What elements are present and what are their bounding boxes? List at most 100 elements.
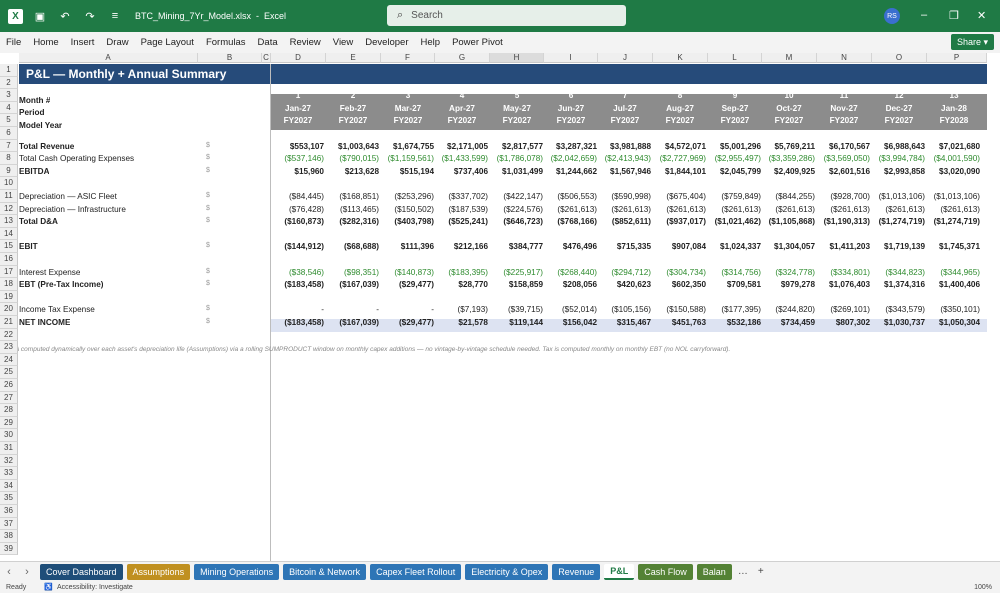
value-cell[interactable]: ($1,786,078) <box>496 154 543 164</box>
periods-cell[interactable]: Mar-27 <box>394 103 422 113</box>
row-header[interactable]: 39 <box>0 542 18 556</box>
value-cell[interactable]: ($3,994,784) <box>878 154 925 164</box>
row-header[interactable]: 17 <box>0 265 18 279</box>
value-cell[interactable]: $709,581 <box>726 280 761 290</box>
column-header-f[interactable]: F <box>381 53 435 63</box>
line-label[interactable]: Total D&A <box>19 217 58 227</box>
value-cell[interactable]: ($1,159,561) <box>387 154 434 164</box>
model-years-cell[interactable]: FY2027 <box>774 116 804 126</box>
value-cell[interactable]: ($225,917) <box>503 267 543 277</box>
value-cell[interactable]: ($261,613) <box>775 204 815 214</box>
column-header-a[interactable]: A <box>19 53 198 63</box>
value-cell[interactable]: ($2,413,943) <box>604 154 651 164</box>
row-header[interactable]: 25 <box>0 366 18 379</box>
value-cell[interactable]: $2,817,577 <box>502 141 543 151</box>
value-cell[interactable]: ($269,101) <box>830 305 870 315</box>
row-header[interactable]: 15 <box>0 240 18 253</box>
value-cell[interactable]: $1,030,737 <box>884 318 925 327</box>
value-cell[interactable]: $2,045,799 <box>720 166 761 176</box>
value-cell[interactable]: ($261,613) <box>940 204 980 214</box>
row-header[interactable]: 32 <box>0 454 18 468</box>
value-cell[interactable]: $1,719,139 <box>884 242 925 252</box>
value-cell[interactable]: ($98,351) <box>343 267 379 277</box>
value-cell[interactable]: ($344,823) <box>885 267 925 277</box>
close-button[interactable]: ✕ <box>977 10 987 22</box>
months-cell[interactable]: 1 <box>295 91 301 101</box>
value-cell[interactable]: ($160,873) <box>284 217 324 227</box>
line-label[interactable]: Total Revenue <box>19 141 75 151</box>
value-cell[interactable]: $5,769,211 <box>774 141 815 151</box>
column-header-k[interactable]: K <box>653 53 708 63</box>
value-cell[interactable]: $1,567,946 <box>610 166 651 176</box>
avatar[interactable]: RS <box>884 8 900 24</box>
model-years-cell[interactable]: FY2027 <box>829 116 859 126</box>
line-label[interactable]: Income Tax Expense <box>19 305 95 315</box>
value-cell[interactable]: ($2,042,659) <box>550 154 597 164</box>
row-header[interactable]: 26 <box>0 379 18 392</box>
value-cell[interactable]: ($29,477) <box>398 318 434 327</box>
value-cell[interactable]: ($1,013,106) <box>878 192 925 201</box>
value-cell[interactable]: ($928,700) <box>830 192 870 201</box>
value-cell[interactable]: ($403,798) <box>394 217 434 227</box>
column-header-n[interactable]: N <box>817 53 872 63</box>
share-button[interactable]: Share ▾ <box>950 34 994 50</box>
row-header[interactable]: 7 <box>0 139 18 153</box>
add-sheet-button[interactable]: + <box>757 566 764 577</box>
months-cell[interactable]: 10 <box>784 91 794 101</box>
line-label[interactable]: EBITDA <box>19 166 50 176</box>
line-label[interactable]: EBT (Pre-Tax Income) <box>19 280 104 290</box>
value-cell[interactable]: $384,777 <box>508 242 543 252</box>
value-cell[interactable]: $213,628 <box>344 166 379 176</box>
row-header[interactable]: 37 <box>0 517 18 531</box>
row-header[interactable]: 23 <box>0 341 18 354</box>
value-cell[interactable]: $1,003,643 <box>338 141 379 151</box>
value-cell[interactable]: ($261,613) <box>885 204 925 214</box>
column-header-i[interactable]: I <box>544 53 598 63</box>
value-cell[interactable]: $7,021,680 <box>939 141 980 151</box>
value-cell[interactable]: ($1,021,462) <box>714 217 761 227</box>
value-cell[interactable]: $4,572,071 <box>665 141 706 151</box>
row-header[interactable]: 18 <box>0 278 18 291</box>
column-header-b[interactable]: B <box>198 53 262 63</box>
column-header-c[interactable]: C <box>262 53 271 63</box>
column-header-j[interactable]: J <box>598 53 653 63</box>
value-cell[interactable]: ($1,105,868) <box>768 217 815 227</box>
value-cell[interactable]: $532,186 <box>726 318 761 327</box>
menu-item-data[interactable]: Data <box>257 37 278 48</box>
months-cell[interactable]: 2 <box>350 91 356 101</box>
value-cell[interactable]: ($39,715) <box>507 305 543 315</box>
customize-toolbar-icon[interactable]: ≡ <box>111 10 119 22</box>
tab-cash-flow[interactable]: Cash Flow <box>638 563 693 580</box>
periods-cell[interactable]: Apr-27 <box>449 103 475 113</box>
row-header[interactable]: 33 <box>0 467 18 480</box>
column-header-h[interactable]: H <box>490 53 544 63</box>
months-cell[interactable]: 7 <box>622 91 628 101</box>
tab-prev-button[interactable]: ‹ <box>7 565 11 578</box>
value-cell[interactable]: ($183,395) <box>448 267 488 277</box>
value-cell[interactable]: ($1,190,313) <box>823 217 870 227</box>
value-cell[interactable]: $907,084 <box>671 242 706 252</box>
periods-cell[interactable]: Dec-27 <box>885 103 913 113</box>
column-header-d[interactable]: D <box>271 53 326 63</box>
value-cell[interactable]: ($759,849) <box>721 192 761 201</box>
tab-revenue[interactable]: Revenue <box>552 563 601 580</box>
value-cell[interactable]: ($937,017) <box>666 217 706 227</box>
value-cell[interactable]: $208,056 <box>562 280 597 290</box>
value-cell[interactable]: ($2,955,497) <box>714 154 761 164</box>
model-years-cell[interactable]: FY2027 <box>502 116 532 126</box>
row-header[interactable]: 10 <box>0 177 18 190</box>
row-header[interactable]: 3 <box>0 89 18 102</box>
value-cell[interactable]: ($183,458) <box>284 280 324 290</box>
periods-cell[interactable]: Nov-27 <box>830 103 858 113</box>
row-header[interactable]: 8 <box>0 152 18 165</box>
value-cell[interactable]: $476,496 <box>562 242 597 252</box>
value-cell[interactable]: $2,171,005 <box>447 141 488 151</box>
periods-cell[interactable]: Jul-27 <box>613 103 637 113</box>
row-header[interactable]: 6 <box>0 127 18 140</box>
worksheet-grid[interactable]: P&L — Monthly + Annual Summary Month # P… <box>0 53 1000 561</box>
tab-capex-fleet-rollout[interactable]: Capex Fleet Rollout <box>370 563 462 580</box>
value-cell[interactable]: ($324,778) <box>775 267 815 277</box>
value-cell[interactable]: $156,042 <box>562 318 597 327</box>
value-cell[interactable]: ($790,015) <box>339 154 379 164</box>
value-cell[interactable]: $1,844,101 <box>665 166 706 176</box>
